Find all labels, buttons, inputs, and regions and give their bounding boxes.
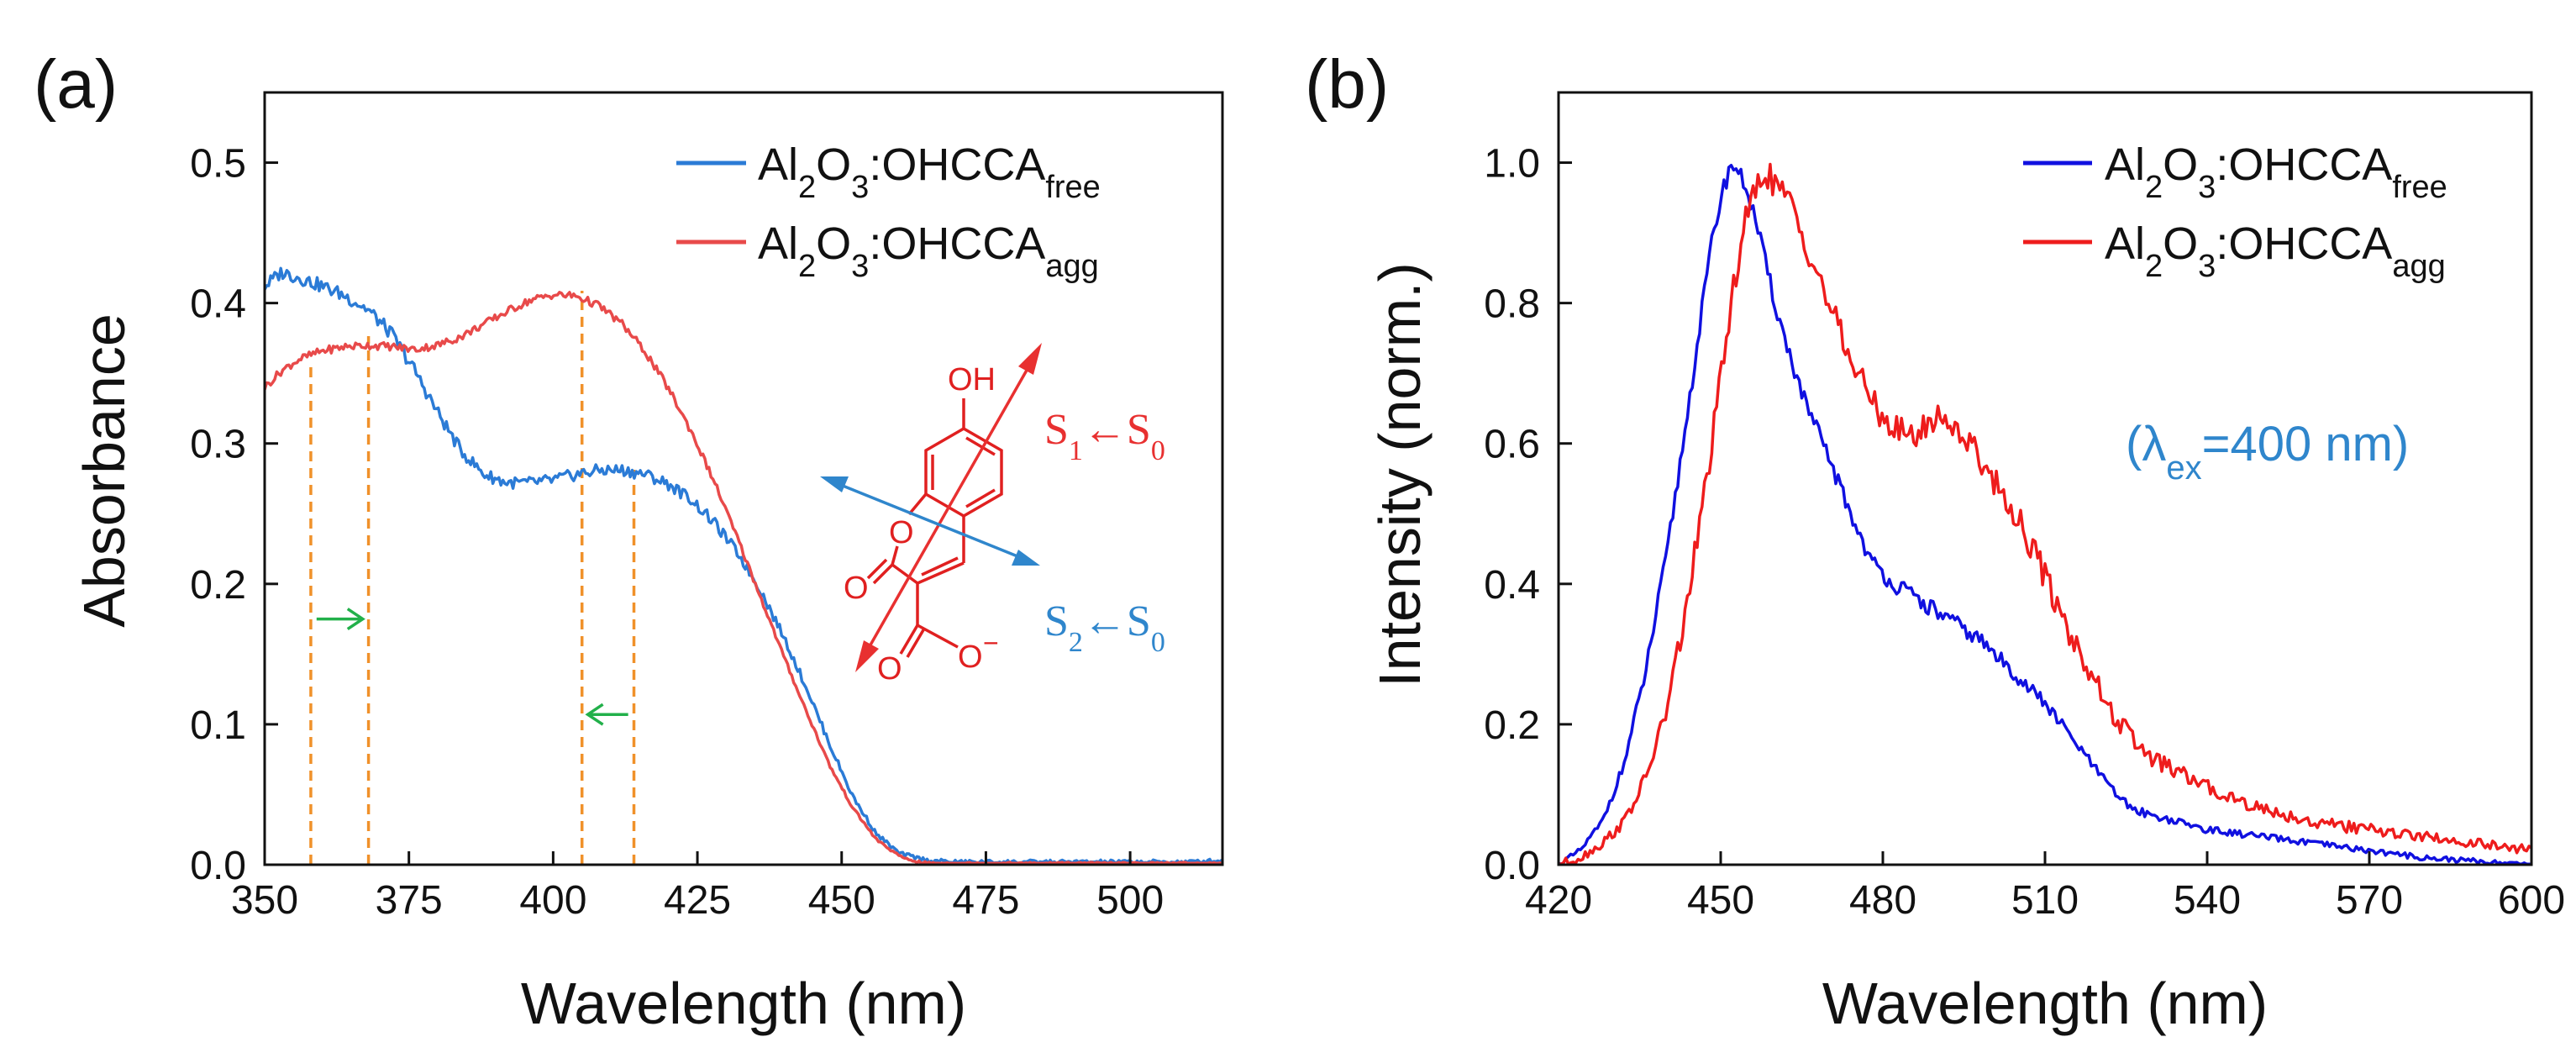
series-line-agg: [263, 291, 1222, 866]
ring-double-bond-3: [965, 488, 996, 508]
a-reference-lines: [309, 291, 636, 865]
excitation-wavelength-label: (λex=400 nm): [2126, 417, 2409, 487]
y-tick-label: 0.3: [190, 423, 246, 467]
s1-dipole-arrowhead-top: [1018, 343, 1042, 375]
molecule-atom-labels: OH O O O O −: [844, 362, 999, 687]
s2-dipole-arrow-line: [838, 482, 1023, 560]
x-tick-label: 480: [1849, 878, 1916, 923]
atom-carboxylate-oxygen: O: [958, 640, 983, 675]
x-tick-label: 510: [2011, 878, 2079, 923]
benzene-ring: [924, 426, 1003, 518]
b-y-axis-label: Intensity (norm.): [1367, 262, 1433, 687]
b-ticks-layer: 420 450 480 510 540 570 600 0.0 0.2 0.4 0.6 0.8 1.0: [1484, 142, 2565, 923]
a-plot-frame: [263, 91, 1224, 866]
x-tick-label: 420: [1525, 878, 1592, 923]
a-series-layer: [263, 266, 1223, 866]
x-tick-label: 425: [664, 878, 731, 923]
a-legend: Al2O3:OHCCAfree Al2O3:OHCCAagg: [676, 139, 1101, 284]
y-tick-label: 0.2: [1484, 703, 1540, 748]
transition-dipole-arrows: [820, 343, 1042, 672]
ring-double-bond-2: [965, 436, 996, 456]
s2-dipole-arrowhead-right: [1012, 550, 1040, 566]
carbonyl-bond-b: [866, 558, 888, 580]
b-x-axis-label: Wavelength (nm): [1822, 971, 2268, 1036]
x-tick-label: 450: [808, 878, 875, 923]
alkene-bond-2: [921, 556, 959, 576]
b-legend-label-free: Al2O3:OHCCAfree: [2105, 139, 2447, 205]
s1-dipole-arrow-line: [864, 361, 1033, 655]
s2-dipole-arrowhead-left: [820, 476, 849, 492]
x-tick-label: 375: [376, 878, 443, 923]
y-tick-label: 0.5: [190, 142, 246, 187]
ohcca-molecule: [866, 398, 1003, 658]
y-tick-label: 0.4: [1484, 563, 1540, 608]
atom-oh: OH: [948, 362, 996, 397]
series-line-free: [1558, 163, 2531, 866]
a-ticks-layer: 350 375 400 425 450 475 500 0.0 0.1 0.2 0.3 0.4 0.5: [190, 142, 1164, 923]
x-tick-label: 350: [231, 878, 298, 923]
y-tick-label: 0.8: [1484, 282, 1540, 327]
b-legend-label-agg: Al2O3:OHCCAagg: [2105, 218, 2446, 284]
s1-s0-transition-label: S1←S0: [1044, 406, 1165, 466]
x-tick-label: 500: [1096, 878, 1164, 923]
alkene-bond-1: [917, 561, 965, 585]
series-line-free: [263, 266, 1223, 866]
atom-carboxyl-oxygen: O: [877, 651, 902, 687]
carboxyl-o-bond-b: [906, 628, 926, 658]
panel-a-label: (a): [34, 46, 118, 123]
x-tick-label: 450: [1687, 878, 1754, 923]
series-line-agg: [1559, 162, 2533, 866]
b-series-layer: [1558, 162, 2533, 866]
y-tick-label: 0.0: [190, 844, 246, 888]
shift-arrowhead: [346, 608, 365, 631]
a-legend-label-free: Al2O3:OHCCAfree: [758, 139, 1101, 205]
x-tick-label: 600: [2498, 878, 2565, 923]
x-tick-label: 570: [2336, 878, 2403, 923]
lactone-bond-1: [891, 545, 899, 566]
ring-oxygen-bond: [907, 492, 928, 516]
y-tick-label: 0.1: [190, 703, 246, 748]
carbonyl-bond-a: [872, 563, 894, 585]
y-tick-label: 0.0: [1484, 844, 1540, 888]
s1-dipole-arrowhead-bottom: [855, 640, 879, 672]
b-legend: Al2O3:OHCCAfree Al2O3:OHCCAagg: [2023, 139, 2447, 284]
y-tick-label: 0.4: [190, 282, 246, 327]
y-tick-label: 0.6: [1484, 423, 1540, 467]
y-tick-label: 1.0: [1484, 142, 1540, 187]
a-y-axis-label: Absorbance: [71, 313, 137, 628]
carboxylate-bond: [917, 624, 959, 649]
carboxyl-o-bond-a: [899, 624, 919, 655]
atom-carbonyl-oxygen: O: [844, 571, 869, 606]
a-legend-label-agg: Al2O3:OHCCAagg: [758, 218, 1099, 284]
x-tick-label: 540: [2174, 878, 2241, 923]
s2-s0-transition-label: S2←S0: [1044, 597, 1165, 658]
panel-b-label: (b): [1305, 46, 1389, 123]
atom-ring-oxygen: O: [889, 515, 914, 550]
x-tick-label: 475: [952, 878, 1019, 923]
atom-charge: −: [983, 628, 999, 658]
x-tick-label: 400: [519, 878, 586, 923]
lactone-bond-2: [891, 563, 919, 585]
y-tick-label: 0.2: [190, 563, 246, 608]
shift-arrowhead: [585, 703, 604, 726]
a-x-axis-label: Wavelength (nm): [521, 971, 966, 1036]
panel-b: (b) 420 450 480 510 540 570 600 0.0 0.2 0.4 0.6 0.8…: [1305, 46, 2565, 1036]
panel-a: (a) 350 375 400 425 450 475 500 0.0 0.1 0.2 0.3 0.4…: [34, 46, 1224, 1036]
a-arrows-layer: [316, 608, 628, 726]
